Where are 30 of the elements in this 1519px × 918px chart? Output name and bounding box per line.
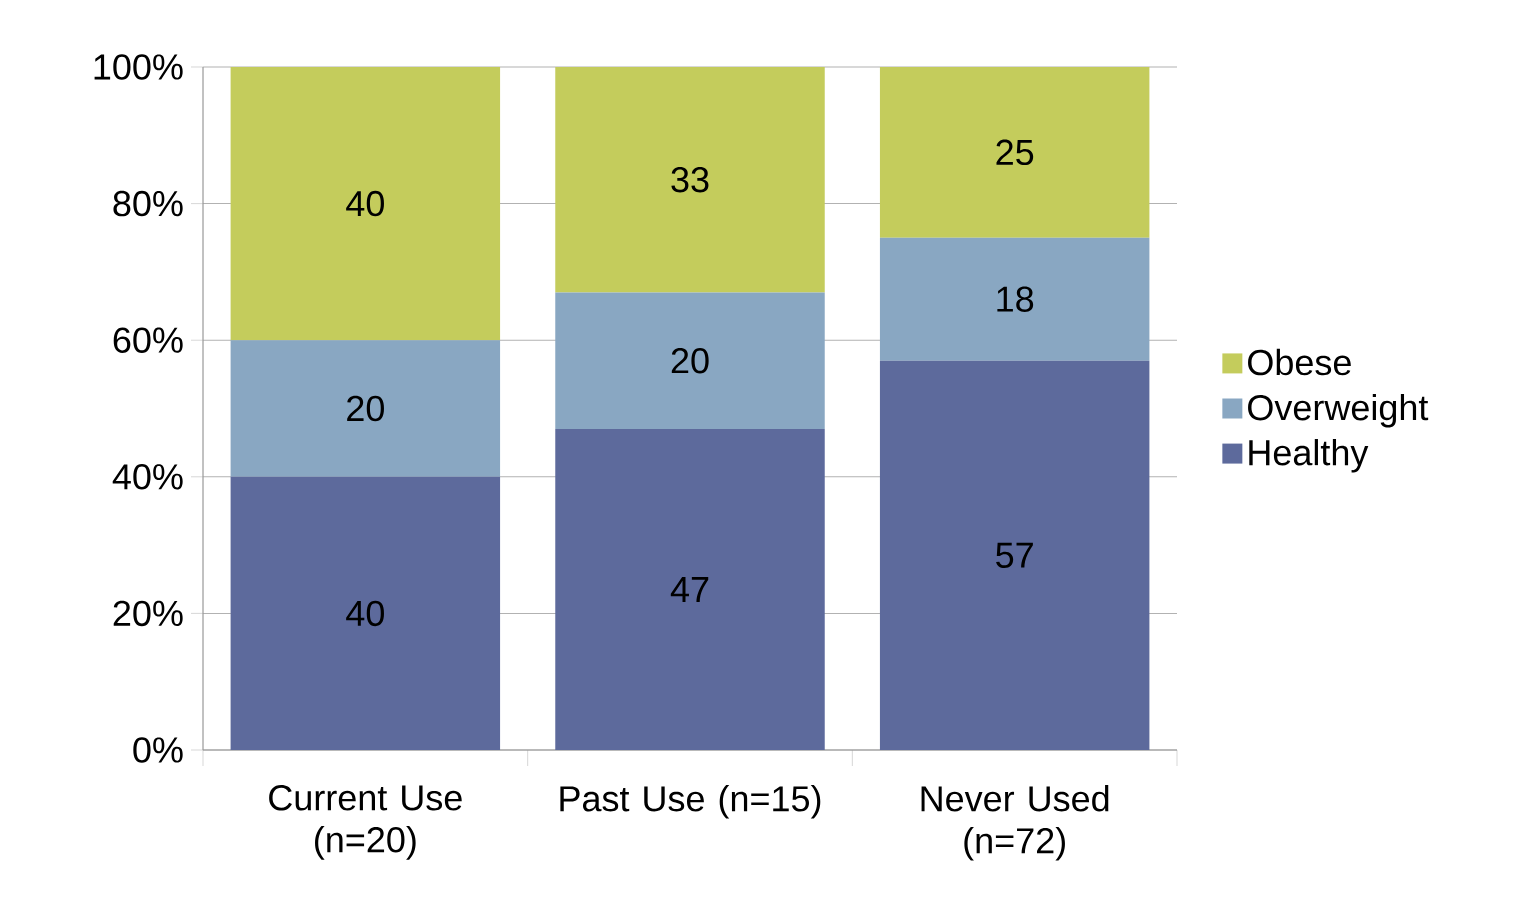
data-label: 40 bbox=[346, 190, 384, 217]
y-tick-label: 80% bbox=[113, 190, 183, 217]
y-tick-label: 20% bbox=[113, 600, 183, 627]
data-label: 40 bbox=[346, 600, 384, 627]
y-tick-label: 0% bbox=[133, 737, 183, 763]
data-label: 20 bbox=[347, 395, 384, 422]
data-label: 18 bbox=[997, 286, 1034, 312]
bar bbox=[555, 428, 825, 751]
bar bbox=[879, 237, 1150, 361]
legend-label: Healthy bbox=[1249, 439, 1369, 473]
bar bbox=[879, 360, 1150, 751]
legend-label: Obese bbox=[1248, 348, 1351, 376]
y-tick-label: 40% bbox=[112, 464, 183, 490]
x-tick-label: Current Use (n=20) bbox=[269, 785, 462, 860]
legend-label: Overweight bbox=[1248, 393, 1429, 428]
bar bbox=[230, 67, 501, 341]
y-tick-label: 60% bbox=[113, 327, 183, 353]
bar bbox=[555, 67, 825, 293]
x-tick-label: Never Used (n=72) bbox=[921, 785, 1109, 861]
data-label: 33 bbox=[671, 166, 709, 193]
bar bbox=[555, 292, 825, 429]
data-label: 25 bbox=[996, 139, 1034, 166]
bar bbox=[230, 476, 501, 751]
y-tick-label: 100% bbox=[94, 54, 183, 80]
data-label: 57 bbox=[996, 542, 1033, 568]
data-label: 47 bbox=[670, 577, 709, 602]
x-tick-label: Past Use (n=15) bbox=[560, 785, 821, 819]
data-label: 20 bbox=[671, 347, 709, 374]
bar bbox=[879, 67, 1150, 238]
bar bbox=[230, 340, 501, 477]
